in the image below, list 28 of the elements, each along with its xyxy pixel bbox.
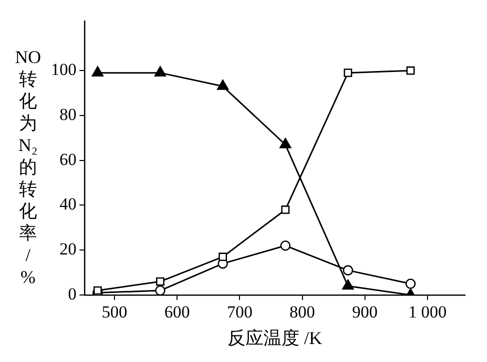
y-tick-label: 100 — [51, 60, 76, 80]
point — [154, 66, 166, 76]
point — [281, 206, 290, 214]
point — [344, 68, 352, 78]
x-tick-label: 800 — [290, 302, 316, 322]
x-tick-label: 700 — [226, 302, 252, 322]
point — [280, 138, 292, 148]
x-tick-label: 1 000 — [408, 302, 447, 322]
y-tick-label: 60 — [60, 150, 76, 169]
point — [218, 252, 227, 262]
point — [342, 279, 354, 290]
point — [155, 285, 166, 295]
point — [342, 265, 354, 276]
x-tick-label: 500 — [102, 302, 128, 322]
x-tick-label: 900 — [352, 302, 378, 322]
point — [280, 240, 291, 251]
text: NO转化为N₂的转化率/% — [15, 47, 41, 287]
point — [405, 278, 416, 289]
y-tick-label: 20 — [60, 240, 76, 259]
y-tick-label: 80 — [60, 104, 76, 124]
y-tick-label: 40 — [60, 194, 76, 214]
point — [156, 277, 164, 286]
point — [92, 66, 104, 76]
x-axis-title: 反应温度 /K — [228, 328, 322, 348]
point — [216, 80, 229, 90]
y-tick-label: 0 — [68, 284, 76, 304]
x-tick-label: 600 — [164, 302, 190, 322]
point — [406, 66, 415, 75]
